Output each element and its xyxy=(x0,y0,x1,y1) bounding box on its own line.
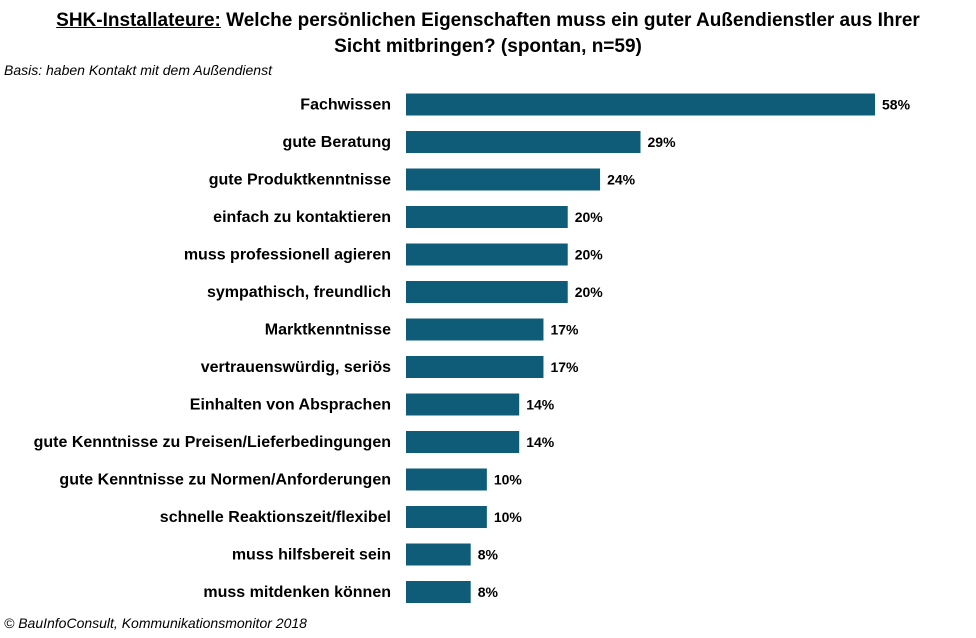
value-label: 10% xyxy=(494,509,523,525)
category-label: muss hilfsbereit sein xyxy=(232,547,391,564)
bar xyxy=(406,206,568,228)
bar xyxy=(406,431,520,453)
bar xyxy=(406,356,544,378)
value-label: 17% xyxy=(550,359,579,375)
category-label: vertrauenswürdig, seriös xyxy=(201,359,391,376)
bar xyxy=(406,581,471,603)
source-footer: © BauInfoConsult, Kommunikationsmonitor … xyxy=(4,615,307,631)
value-label: 14% xyxy=(526,434,555,450)
category-label: schnelle Reaktionszeit/flexibel xyxy=(160,509,391,526)
bar xyxy=(406,93,875,116)
category-label: gute Beratung xyxy=(283,134,391,151)
category-label: einfach zu kontaktieren xyxy=(213,209,391,226)
bar xyxy=(406,168,601,191)
title-prefix: SHK-Installateure: xyxy=(56,10,221,31)
category-label: Marktkenntnisse xyxy=(265,322,391,339)
bar xyxy=(406,318,544,341)
title-line-1: SHK-Installateure: Welche persönlichen E… xyxy=(0,8,976,34)
value-label: 20% xyxy=(575,209,604,225)
bar xyxy=(406,131,641,153)
category-label: sympathisch, freundlich xyxy=(207,284,391,301)
value-label: 29% xyxy=(648,134,677,150)
value-label: 14% xyxy=(526,397,555,413)
bar xyxy=(406,393,520,416)
bar xyxy=(406,468,487,491)
value-label: 8% xyxy=(478,547,499,563)
category-label: Einhalten von Absprachen xyxy=(190,397,391,414)
value-label: 24% xyxy=(607,172,636,188)
chart-title: SHK-Installateure: Welche persönlichen E… xyxy=(0,8,976,60)
bar xyxy=(406,543,471,566)
category-label: muss professionell agieren xyxy=(184,247,391,264)
value-label: 20% xyxy=(575,284,604,300)
bar xyxy=(406,243,568,266)
category-label: gute Kenntnisse zu Preisen/Lieferbedingu… xyxy=(34,434,391,451)
basis-note: Basis: haben Kontakt mit dem Außendienst xyxy=(4,62,272,78)
bar xyxy=(406,281,568,303)
title-main: Welche persönlichen Eigenschaften muss e… xyxy=(220,10,920,31)
category-label: Fachwissen xyxy=(300,97,391,114)
value-label: 17% xyxy=(550,322,579,338)
category-label: gute Kenntnisse zu Normen/Anforderungen xyxy=(59,472,391,489)
value-label: 10% xyxy=(494,472,523,488)
category-label: muss mitdenken können xyxy=(203,584,391,601)
title-line-2: Sicht mitbringen? (spontan, n=59) xyxy=(334,36,642,57)
bar xyxy=(406,506,487,528)
value-label: 8% xyxy=(478,584,499,600)
value-label: 20% xyxy=(575,247,604,263)
value-label: 58% xyxy=(882,97,911,113)
category-label: gute Produktkenntnisse xyxy=(209,172,391,189)
